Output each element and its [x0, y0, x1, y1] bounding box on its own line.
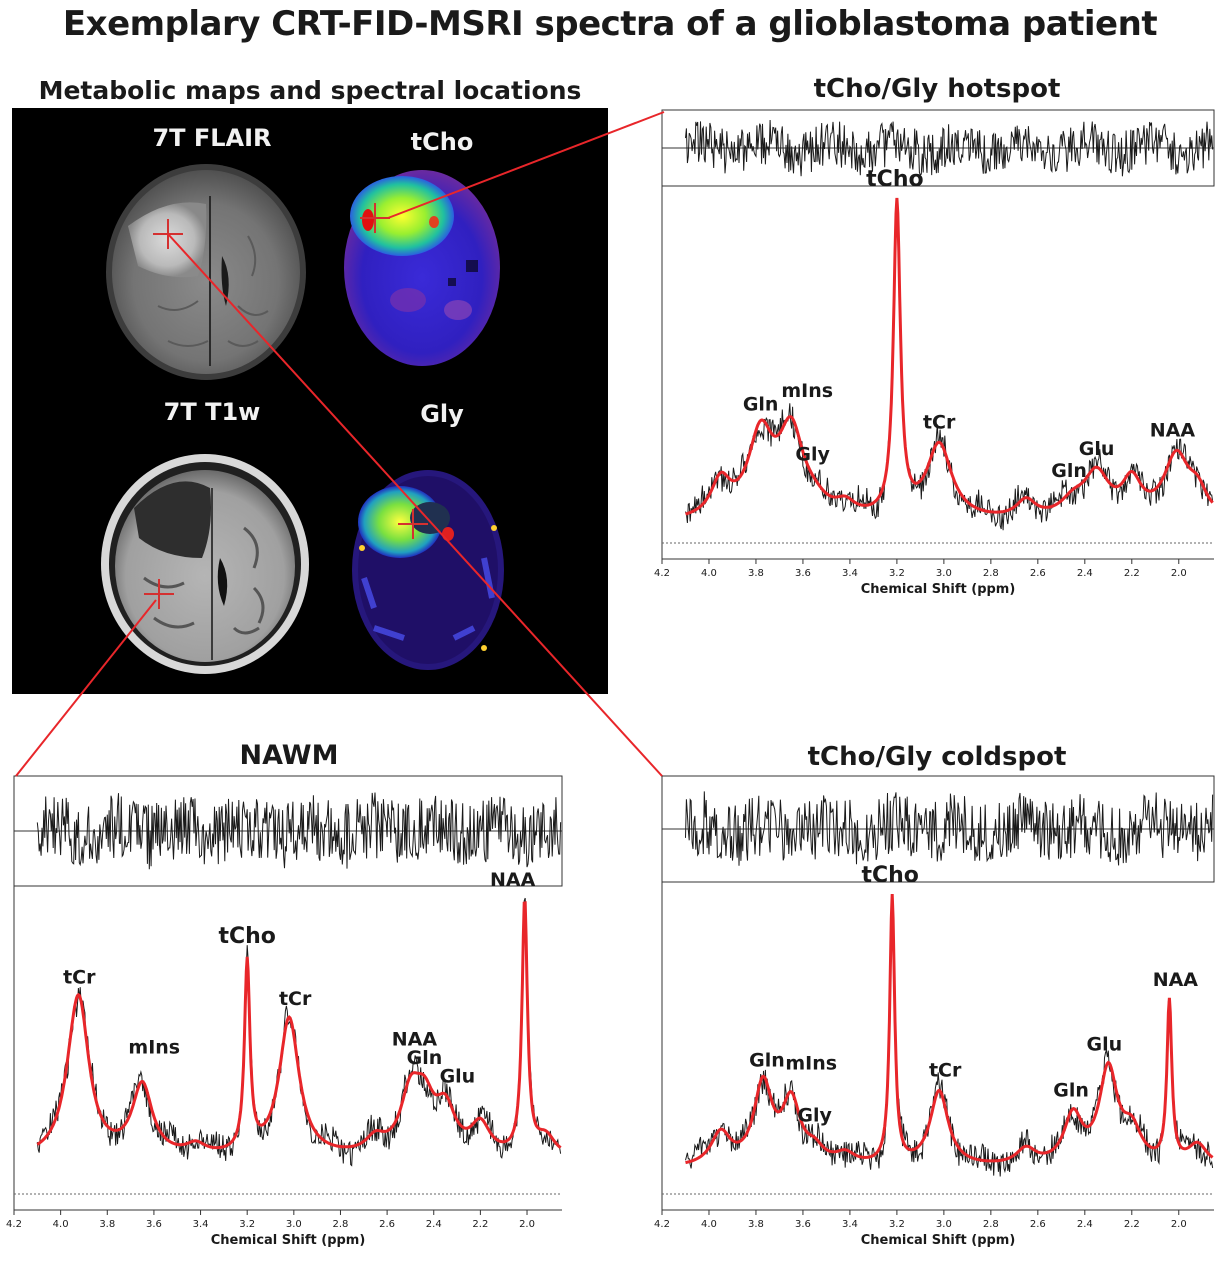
peak-label-naa: NAA [490, 869, 536, 891]
page-title: Exemplary CRT-FID-MSRI spectra of a glio… [62, 4, 1158, 44]
x-tick-label: 2.4 [1077, 568, 1093, 579]
peak-label-naa: NAA [392, 1029, 438, 1051]
nawm-spectrum-chart: tCr mIns tCho tCr NAA Gln Glu NAA 4.2 4.0 3.8 3.6 3.… [6, 775, 563, 1248]
coldspot-title: tCho/Gly coldspot [807, 742, 1067, 772]
voxel-markers [144, 203, 428, 609]
peak-label-gln: Gln [1053, 1080, 1089, 1102]
x-tick-label: 3.6 [795, 1219, 811, 1230]
peak-label-tcr: tCr [279, 988, 312, 1010]
peak-label-tcho: tCho [218, 924, 275, 949]
flair-label: 7T FLAIR [152, 124, 272, 152]
peak-label-naa: NAA [1153, 969, 1199, 991]
fit-spectrum-line [685, 197, 1214, 516]
fit-spectrum-line [36, 901, 562, 1150]
x-tick-label: 3.2 [889, 568, 905, 579]
fit-spectrum-line [685, 893, 1214, 1165]
x-tick-label: 3.6 [795, 568, 811, 579]
x-tick-label: 2.8 [983, 568, 999, 579]
x-tick-label: 2.0 [1171, 568, 1187, 579]
peak-label-mins: mIns [785, 1053, 837, 1075]
flair-crosshair-icon [153, 219, 183, 249]
peak-label-glu: Glu [1079, 438, 1115, 460]
x-tick-label: 3.0 [936, 568, 952, 579]
x-axis-title: Chemical Shift (ppm) [861, 1233, 1016, 1248]
peak-label-naa: NAA [1150, 419, 1196, 441]
x-tick-label: 3.6 [146, 1219, 162, 1230]
coldspot-spectrum-chart: tCho Gln mIns Gly tCr Gln Glu NAA 4.2 4.0 3.8 3.6 3.… [654, 775, 1215, 1248]
residual-trace [36, 792, 562, 870]
measured-spectrum-line [685, 200, 1214, 531]
peak-label-tcr: tCr [929, 1059, 962, 1081]
x-tick-label: 2.2 [472, 1219, 488, 1230]
residual-trace [685, 119, 1214, 177]
peak-label-gln: Gln [1051, 460, 1087, 482]
measured-spectrum-line [685, 901, 1214, 1177]
peak-label-gln: Gln [407, 1047, 443, 1069]
x-tick-label: 3.2 [889, 1219, 905, 1230]
x-tick-label: 4.0 [53, 1219, 69, 1230]
x-tick-label: 3.4 [842, 1219, 858, 1230]
peak-label-mins: mIns [128, 1036, 180, 1058]
peak-label-tcr: tCr [923, 411, 956, 433]
t1w-crosshair-icon [144, 579, 174, 609]
x-tick-label: 2.4 [426, 1219, 442, 1230]
hotspot-title: tCho/Gly hotspot [813, 74, 1061, 104]
x-tick-label: 2.6 [1030, 568, 1046, 579]
x-tick-label: 3.0 [936, 1219, 952, 1230]
x-tick-label: 2.0 [519, 1219, 535, 1230]
hotspot-spectrum-chart: tCho Gln mIns Gly tCr Gln Glu NAA 4.2 4.0 3.8 3.6 3.… [654, 109, 1215, 610]
peak-label-glu: Glu [440, 1065, 476, 1087]
x-tick-label: 2.2 [1124, 568, 1140, 579]
tcho-crosshair-icon [360, 203, 390, 233]
peak-label-tcho: tCho [861, 863, 918, 888]
peak-label-tcho: tCho [866, 167, 923, 192]
x-tick-label: 3.4 [842, 568, 858, 579]
peak-label-gln: Gln [743, 394, 779, 416]
x-axis-title: Chemical Shift (ppm) [861, 582, 1016, 597]
peak-label-tcr: tCr [63, 966, 96, 988]
peak-label-gly: Gly [797, 1104, 832, 1126]
x-tick-label: 4.0 [701, 568, 717, 579]
peak-label-gly: Gly [795, 444, 830, 466]
gly-crosshair-icon [398, 509, 428, 539]
x-tick-label: 2.6 [1030, 1219, 1046, 1230]
x-tick-label: 2.8 [333, 1219, 349, 1230]
x-tick-label: 2.4 [1077, 1219, 1093, 1230]
x-tick-label: 4.2 [6, 1219, 22, 1230]
x-tick-label: 3.8 [748, 568, 764, 579]
peak-label-glu: Glu [1086, 1034, 1122, 1056]
x-tick-label: 3.2 [239, 1219, 255, 1230]
x-tick-label: 4.0 [701, 1219, 717, 1230]
x-tick-label: 4.2 [654, 1219, 670, 1230]
x-tick-label: 3.4 [193, 1219, 209, 1230]
x-tick-label: 2.0 [1171, 1219, 1187, 1230]
x-tick-label: 4.2 [654, 568, 670, 579]
x-tick-label: 3.8 [99, 1219, 115, 1230]
nawm-title: NAWM [239, 740, 339, 771]
peak-label-gln: Gln [749, 1049, 785, 1071]
measured-spectrum-line [36, 897, 562, 1167]
metabolic-maps-panel: 7T FLAIR tCho 7T T1w Gly [12, 108, 608, 694]
peak-label-mins: mIns [781, 380, 833, 402]
maps-section-title: Metabolic maps and spectral locations [38, 76, 582, 105]
residual-trace [685, 791, 1214, 866]
x-tick-label: 2.2 [1124, 1219, 1140, 1230]
x-axis-title: Chemical Shift (ppm) [211, 1233, 366, 1248]
x-tick-label: 3.8 [748, 1219, 764, 1230]
x-tick-label: 3.0 [286, 1219, 302, 1230]
x-tick-label: 2.8 [983, 1219, 999, 1230]
x-tick-label: 2.6 [379, 1219, 395, 1230]
